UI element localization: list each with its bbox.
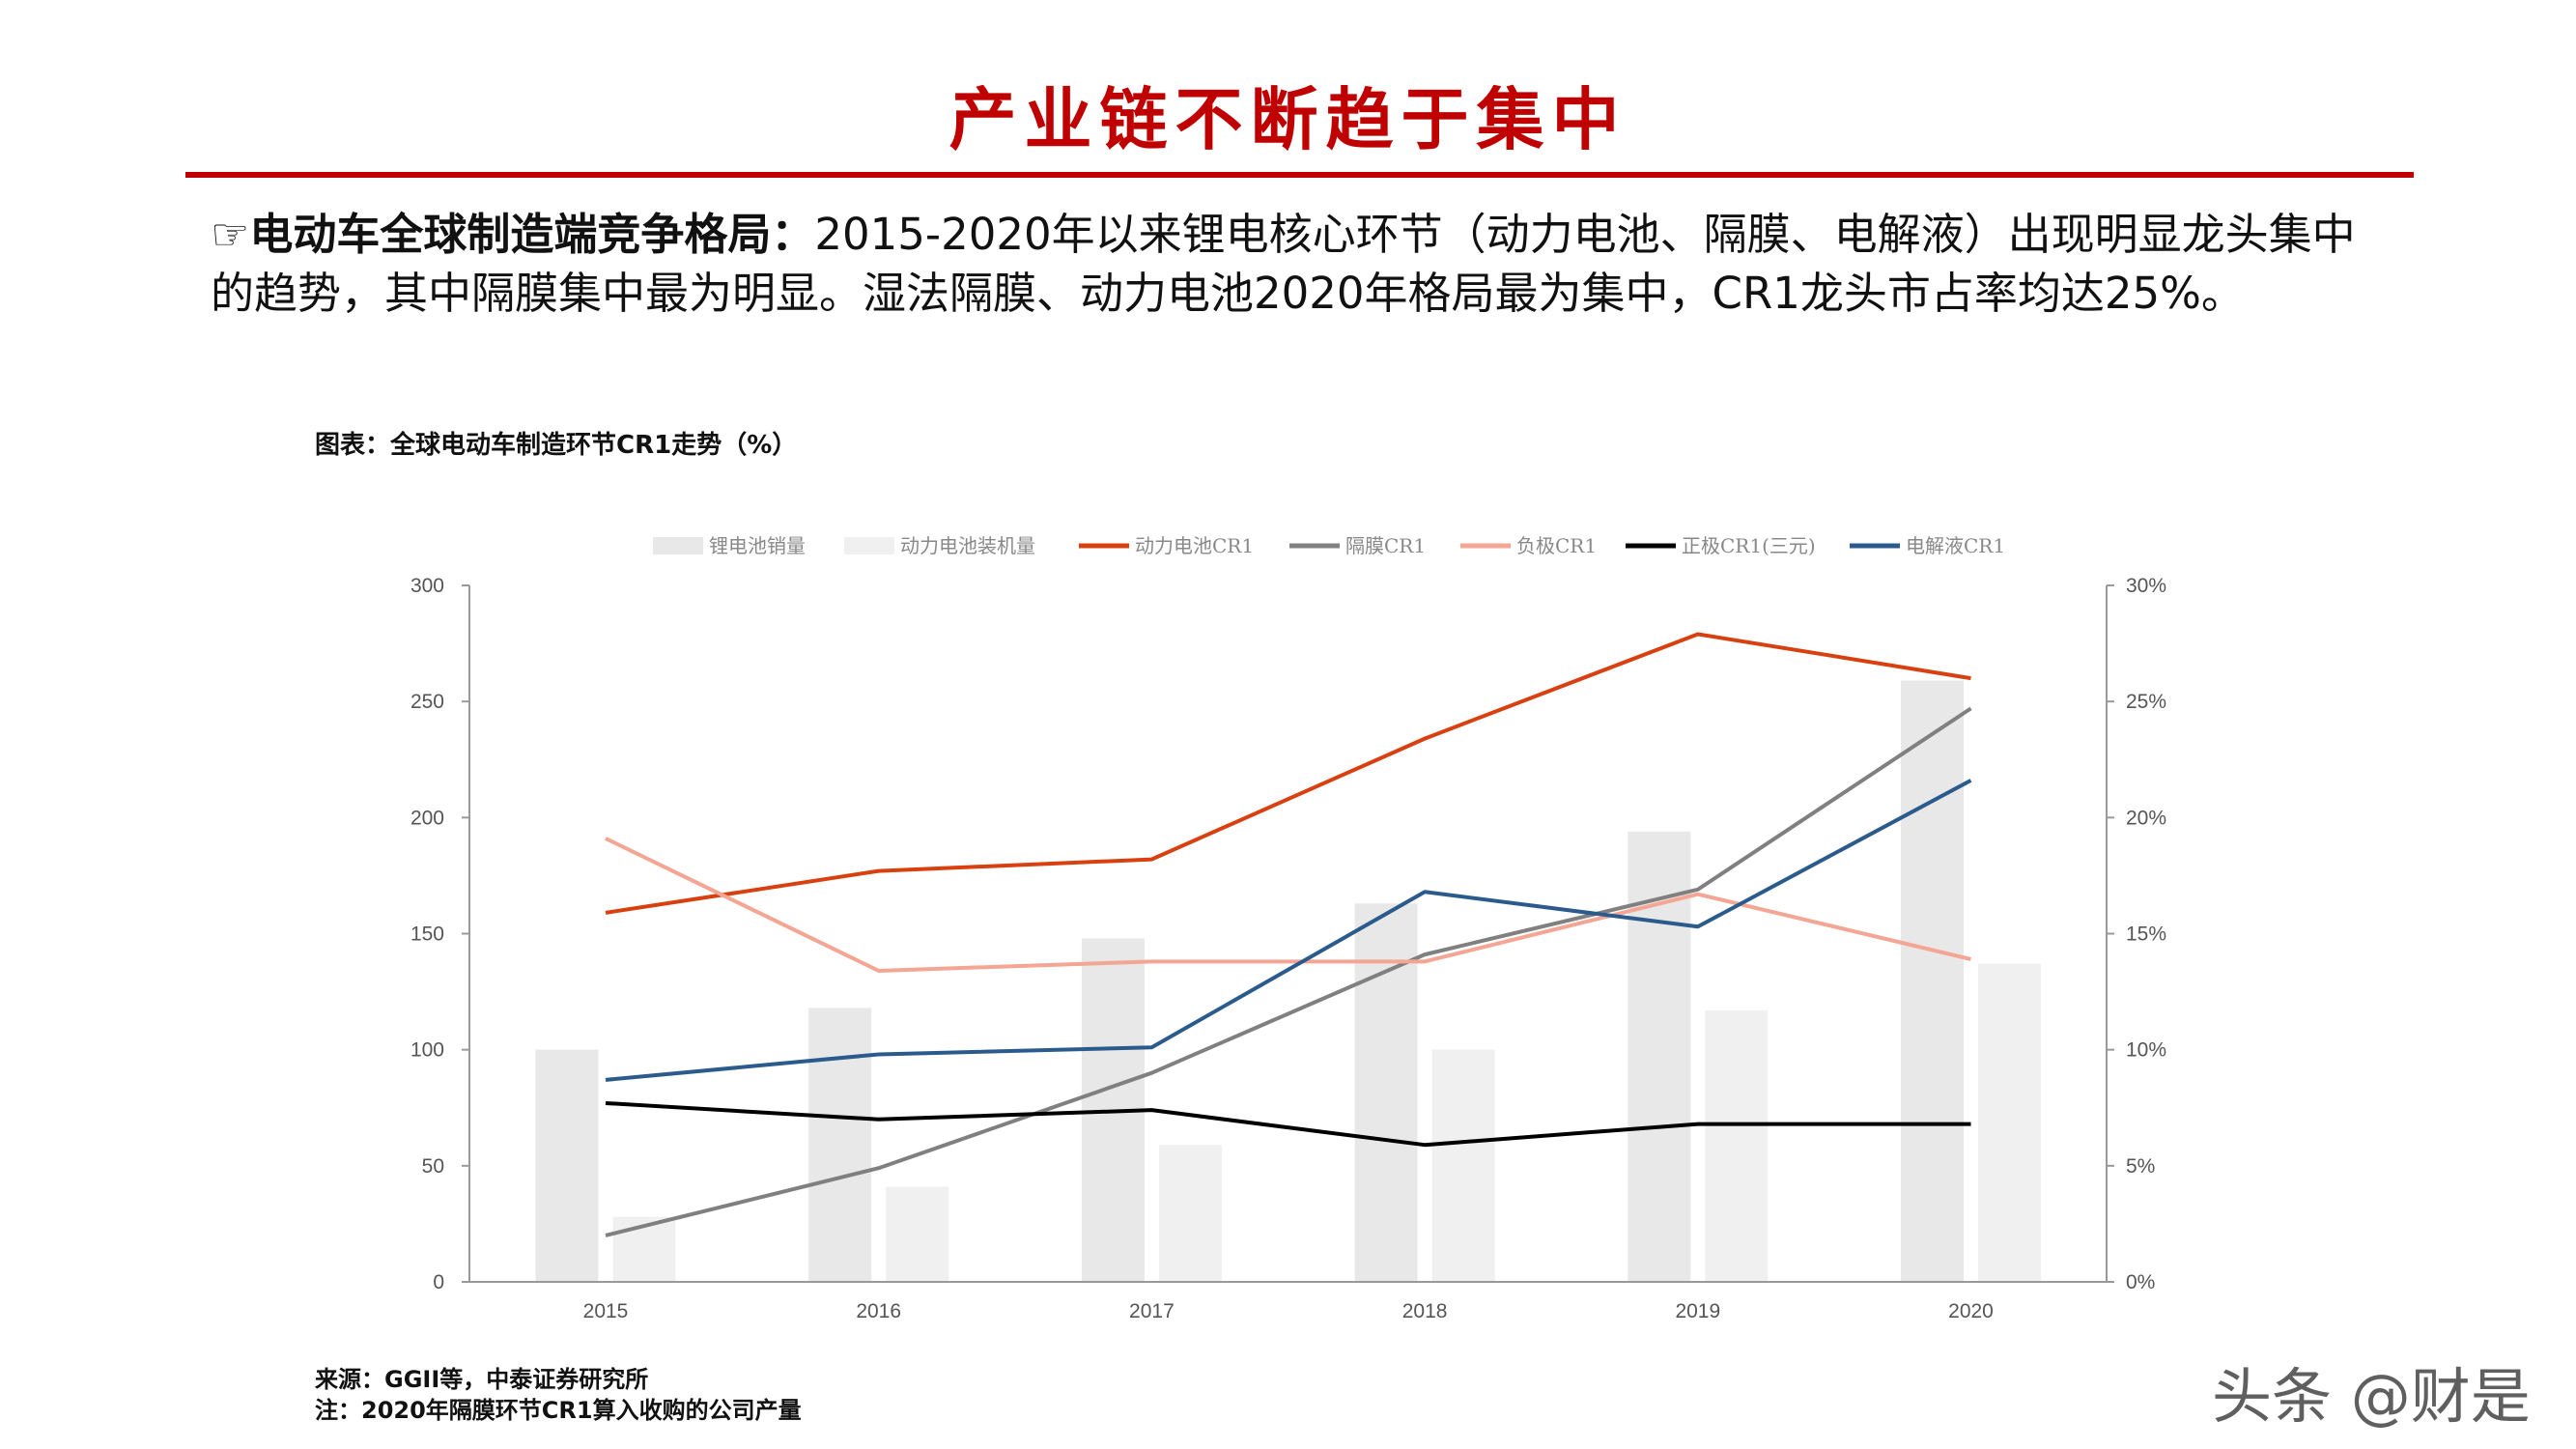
watermark: 头条 @财是 bbox=[2212, 1361, 2531, 1432]
legend-label: 电解液CR1 bbox=[1906, 534, 2005, 557]
chart-caption: 图表：全球电动车制造环节CR1走势（%） bbox=[315, 431, 798, 460]
right-tick-label: 5% bbox=[2126, 1155, 2155, 1178]
x-tick-label: 2016 bbox=[856, 1300, 901, 1322]
x-tick-label: 2015 bbox=[583, 1300, 629, 1322]
source-note: 来源：GGII等，中泰证券研究所 bbox=[315, 1366, 649, 1393]
legend-label: 负极CR1 bbox=[1516, 534, 1597, 557]
line-负极CR1 bbox=[605, 837, 1971, 973]
x-tick-label: 2018 bbox=[1402, 1300, 1448, 1322]
line-动力电池CR1 bbox=[605, 632, 1971, 915]
left-tick-label: 200 bbox=[410, 807, 444, 829]
bar-power-battery-installs bbox=[1705, 1009, 1769, 1282]
legend-label: 隔膜CR1 bbox=[1345, 534, 1426, 557]
right-tick-label: 25% bbox=[2126, 691, 2166, 713]
summary-text: 2015-2020年以来锂电核心环节（动力电池、隔膜、电解液）出现明显龙头集中的… bbox=[211, 209, 2356, 319]
left-tick-label: 150 bbox=[410, 923, 444, 946]
right-tick-label: 20% bbox=[2126, 807, 2166, 829]
legend-label: 动力电池装机量 bbox=[900, 534, 1035, 557]
line-正极CR1(三元) bbox=[605, 1100, 1971, 1148]
left-tick-label: 50 bbox=[422, 1155, 444, 1178]
left-tick-label: 300 bbox=[410, 575, 444, 597]
title-divider bbox=[185, 172, 2414, 178]
bar-power-battery-installs bbox=[1158, 1145, 1222, 1282]
legend-swatch bbox=[653, 537, 703, 554]
right-tick-label: 10% bbox=[2126, 1039, 2166, 1062]
line-电解液CR1 bbox=[605, 779, 1972, 1082]
left-tick-label: 0 bbox=[433, 1271, 444, 1293]
x-tick-label: 2019 bbox=[1675, 1300, 1720, 1322]
line-隔膜CR1 bbox=[605, 706, 1972, 1237]
footnote: 注：2020年隔膜环节CR1算入收购的公司产量 bbox=[315, 1397, 802, 1424]
pointing-hand-icon: ☞ bbox=[211, 209, 250, 260]
bar-lithium-battery-sales bbox=[535, 1049, 599, 1282]
x-tick-label: 2020 bbox=[1948, 1300, 1994, 1322]
bar-lithium-battery-sales bbox=[1354, 903, 1418, 1282]
bar-power-battery-installs bbox=[1431, 1049, 1495, 1282]
bar-lithium-battery-sales bbox=[1628, 831, 1691, 1282]
bar-lithium-battery-sales bbox=[1901, 680, 1964, 1282]
summary-paragraph: ☞电动车全球制造端竞争格局：2015-2020年以来锂电核心环节（动力电池、隔膜… bbox=[211, 205, 2393, 323]
bar-lithium-battery-sales bbox=[808, 1008, 872, 1282]
right-tick-label: 30% bbox=[2126, 575, 2166, 597]
left-tick-label: 100 bbox=[410, 1039, 444, 1062]
page-title: 产业链不断趋于集中 bbox=[948, 79, 1628, 159]
left-tick-label: 250 bbox=[410, 691, 444, 713]
right-tick-label: 15% bbox=[2126, 923, 2166, 946]
bar-power-battery-installs bbox=[1978, 963, 2041, 1282]
legend-swatch bbox=[844, 537, 894, 554]
legend-label: 动力电池CR1 bbox=[1135, 534, 1254, 557]
legend-label: 锂电池销量 bbox=[709, 534, 806, 557]
bar-power-battery-installs bbox=[886, 1186, 949, 1282]
summary-lead: 电动车全球制造端竞争格局： bbox=[249, 209, 815, 260]
x-tick-label: 2017 bbox=[1129, 1300, 1175, 1322]
right-tick-label: 0% bbox=[2126, 1271, 2155, 1293]
legend-label: 正极CR1(三元) bbox=[1682, 534, 1816, 557]
